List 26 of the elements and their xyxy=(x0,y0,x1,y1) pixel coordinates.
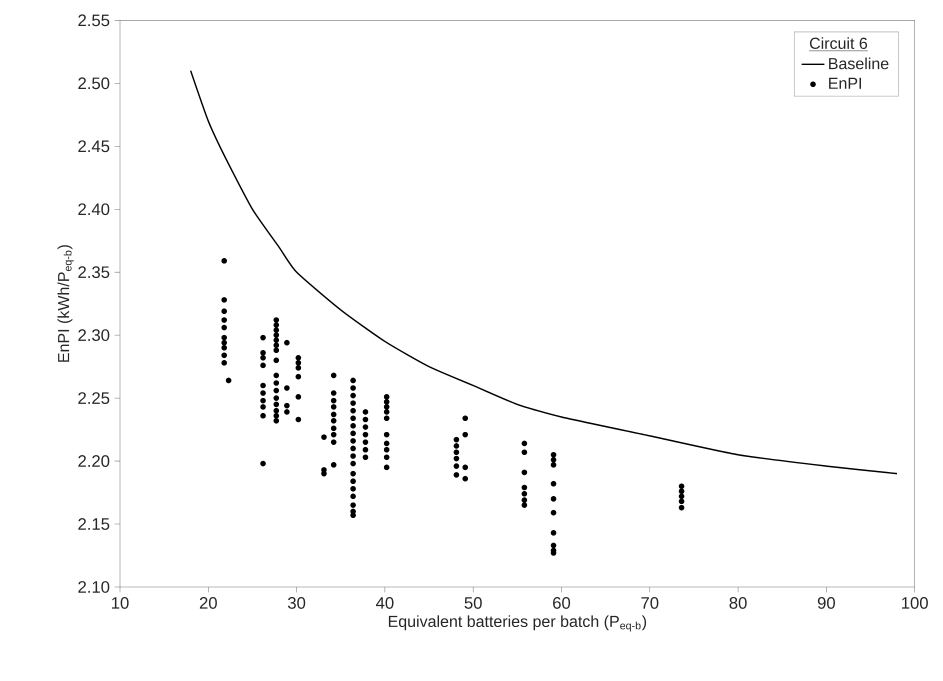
y-tick-label: 2.15 xyxy=(78,518,110,530)
y-axis-title: EnPI (kWh/P$_{eq-b}$) xyxy=(58,245,74,362)
x-tick-label: 60 xyxy=(553,597,570,609)
x-tick-label: 100 xyxy=(902,597,928,609)
y-tick-label: 2.25 xyxy=(78,392,110,404)
line-series xyxy=(190,70,898,474)
y-tick-label: 2.20 xyxy=(78,455,110,467)
y-tick-label: 2.10 xyxy=(78,581,110,593)
y-tick-label: 2.45 xyxy=(78,140,110,152)
x-tick-label: 20 xyxy=(200,597,217,609)
legend-label: Baseline xyxy=(829,58,888,70)
x-tick-label: 70 xyxy=(641,597,658,609)
legend-title: Circuit 6 xyxy=(810,37,868,49)
y-tick-label: 2.30 xyxy=(78,329,110,342)
legend-label: EnPI xyxy=(829,78,861,89)
x-tick-label: 40 xyxy=(376,597,394,609)
x-tick-label: 90 xyxy=(818,597,835,609)
y-tick-label: 2.40 xyxy=(78,203,110,216)
y-tick-label: 2.35 xyxy=(78,266,110,278)
x-tick-label: 10 xyxy=(112,597,129,609)
x-axis-title: Equivalent batteries per batch (P$_{eq-b}$) xyxy=(388,615,646,632)
x-tick-label: 80 xyxy=(730,597,747,609)
x-tick-label: 30 xyxy=(288,597,306,609)
x-tick-label: 50 xyxy=(464,597,482,609)
y-tick-label: 2.50 xyxy=(78,77,110,90)
y-tick-label: 2.55 xyxy=(78,14,110,26)
